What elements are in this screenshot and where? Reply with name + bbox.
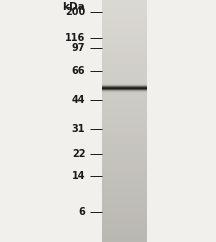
Bar [102,24,147,28]
Bar [102,198,147,202]
Bar [102,88,147,89]
Bar [102,81,147,85]
Bar [102,40,147,44]
Bar [102,4,147,8]
Bar [102,93,147,94]
Bar [102,101,147,105]
Bar [102,89,147,93]
Text: 22: 22 [72,149,85,159]
Bar [102,16,147,20]
Bar [102,133,147,137]
Bar [102,117,147,121]
Bar [102,186,147,189]
Bar [102,77,147,81]
Bar [102,86,147,87]
Bar [102,153,147,157]
Bar [102,36,147,40]
Bar [102,149,147,153]
Bar [102,105,147,109]
Bar [102,28,147,32]
Text: 14: 14 [72,171,85,181]
Bar [102,234,147,238]
Text: 116: 116 [65,32,85,43]
Bar [102,194,147,198]
Text: 31: 31 [72,124,85,135]
Bar [102,238,147,242]
Bar [102,90,147,91]
Bar [102,218,147,222]
Bar [102,141,147,145]
Text: 200: 200 [65,7,85,17]
Bar [102,60,147,65]
Bar [102,12,147,16]
Bar [102,20,147,24]
Bar [102,92,147,93]
Bar [102,182,147,186]
Bar [102,8,147,12]
Bar [102,169,147,174]
Bar [102,210,147,214]
Bar [102,222,147,226]
Bar [102,68,147,73]
Bar [102,87,147,88]
Bar [102,145,147,149]
Bar [102,56,147,60]
Bar [102,48,147,53]
Bar [102,53,147,56]
Bar [102,214,147,218]
Bar [102,85,147,86]
Bar [102,0,147,4]
Bar [102,91,147,92]
Text: 44: 44 [72,95,85,106]
Bar [102,125,147,129]
Text: kDa: kDa [63,2,85,12]
Bar [102,157,147,161]
Text: 66: 66 [72,66,85,76]
Bar [102,174,147,177]
Bar [102,84,147,85]
Bar [102,226,147,230]
Bar [102,73,147,77]
Bar [102,129,147,133]
Bar [102,165,147,169]
Bar [102,93,147,97]
Bar [102,202,147,206]
Bar [102,85,147,89]
Bar [102,65,147,68]
Bar [102,113,147,117]
Bar [102,97,147,101]
Text: 97: 97 [72,43,85,53]
Bar [102,121,147,125]
Bar [102,189,147,194]
Bar [102,161,147,165]
Bar [102,89,147,90]
Bar [102,206,147,210]
Bar [102,83,147,84]
Bar [102,109,147,113]
Bar [102,44,147,48]
Bar [102,177,147,182]
Text: 6: 6 [79,207,85,218]
Bar [102,230,147,234]
Bar [102,137,147,141]
Bar [102,32,147,36]
